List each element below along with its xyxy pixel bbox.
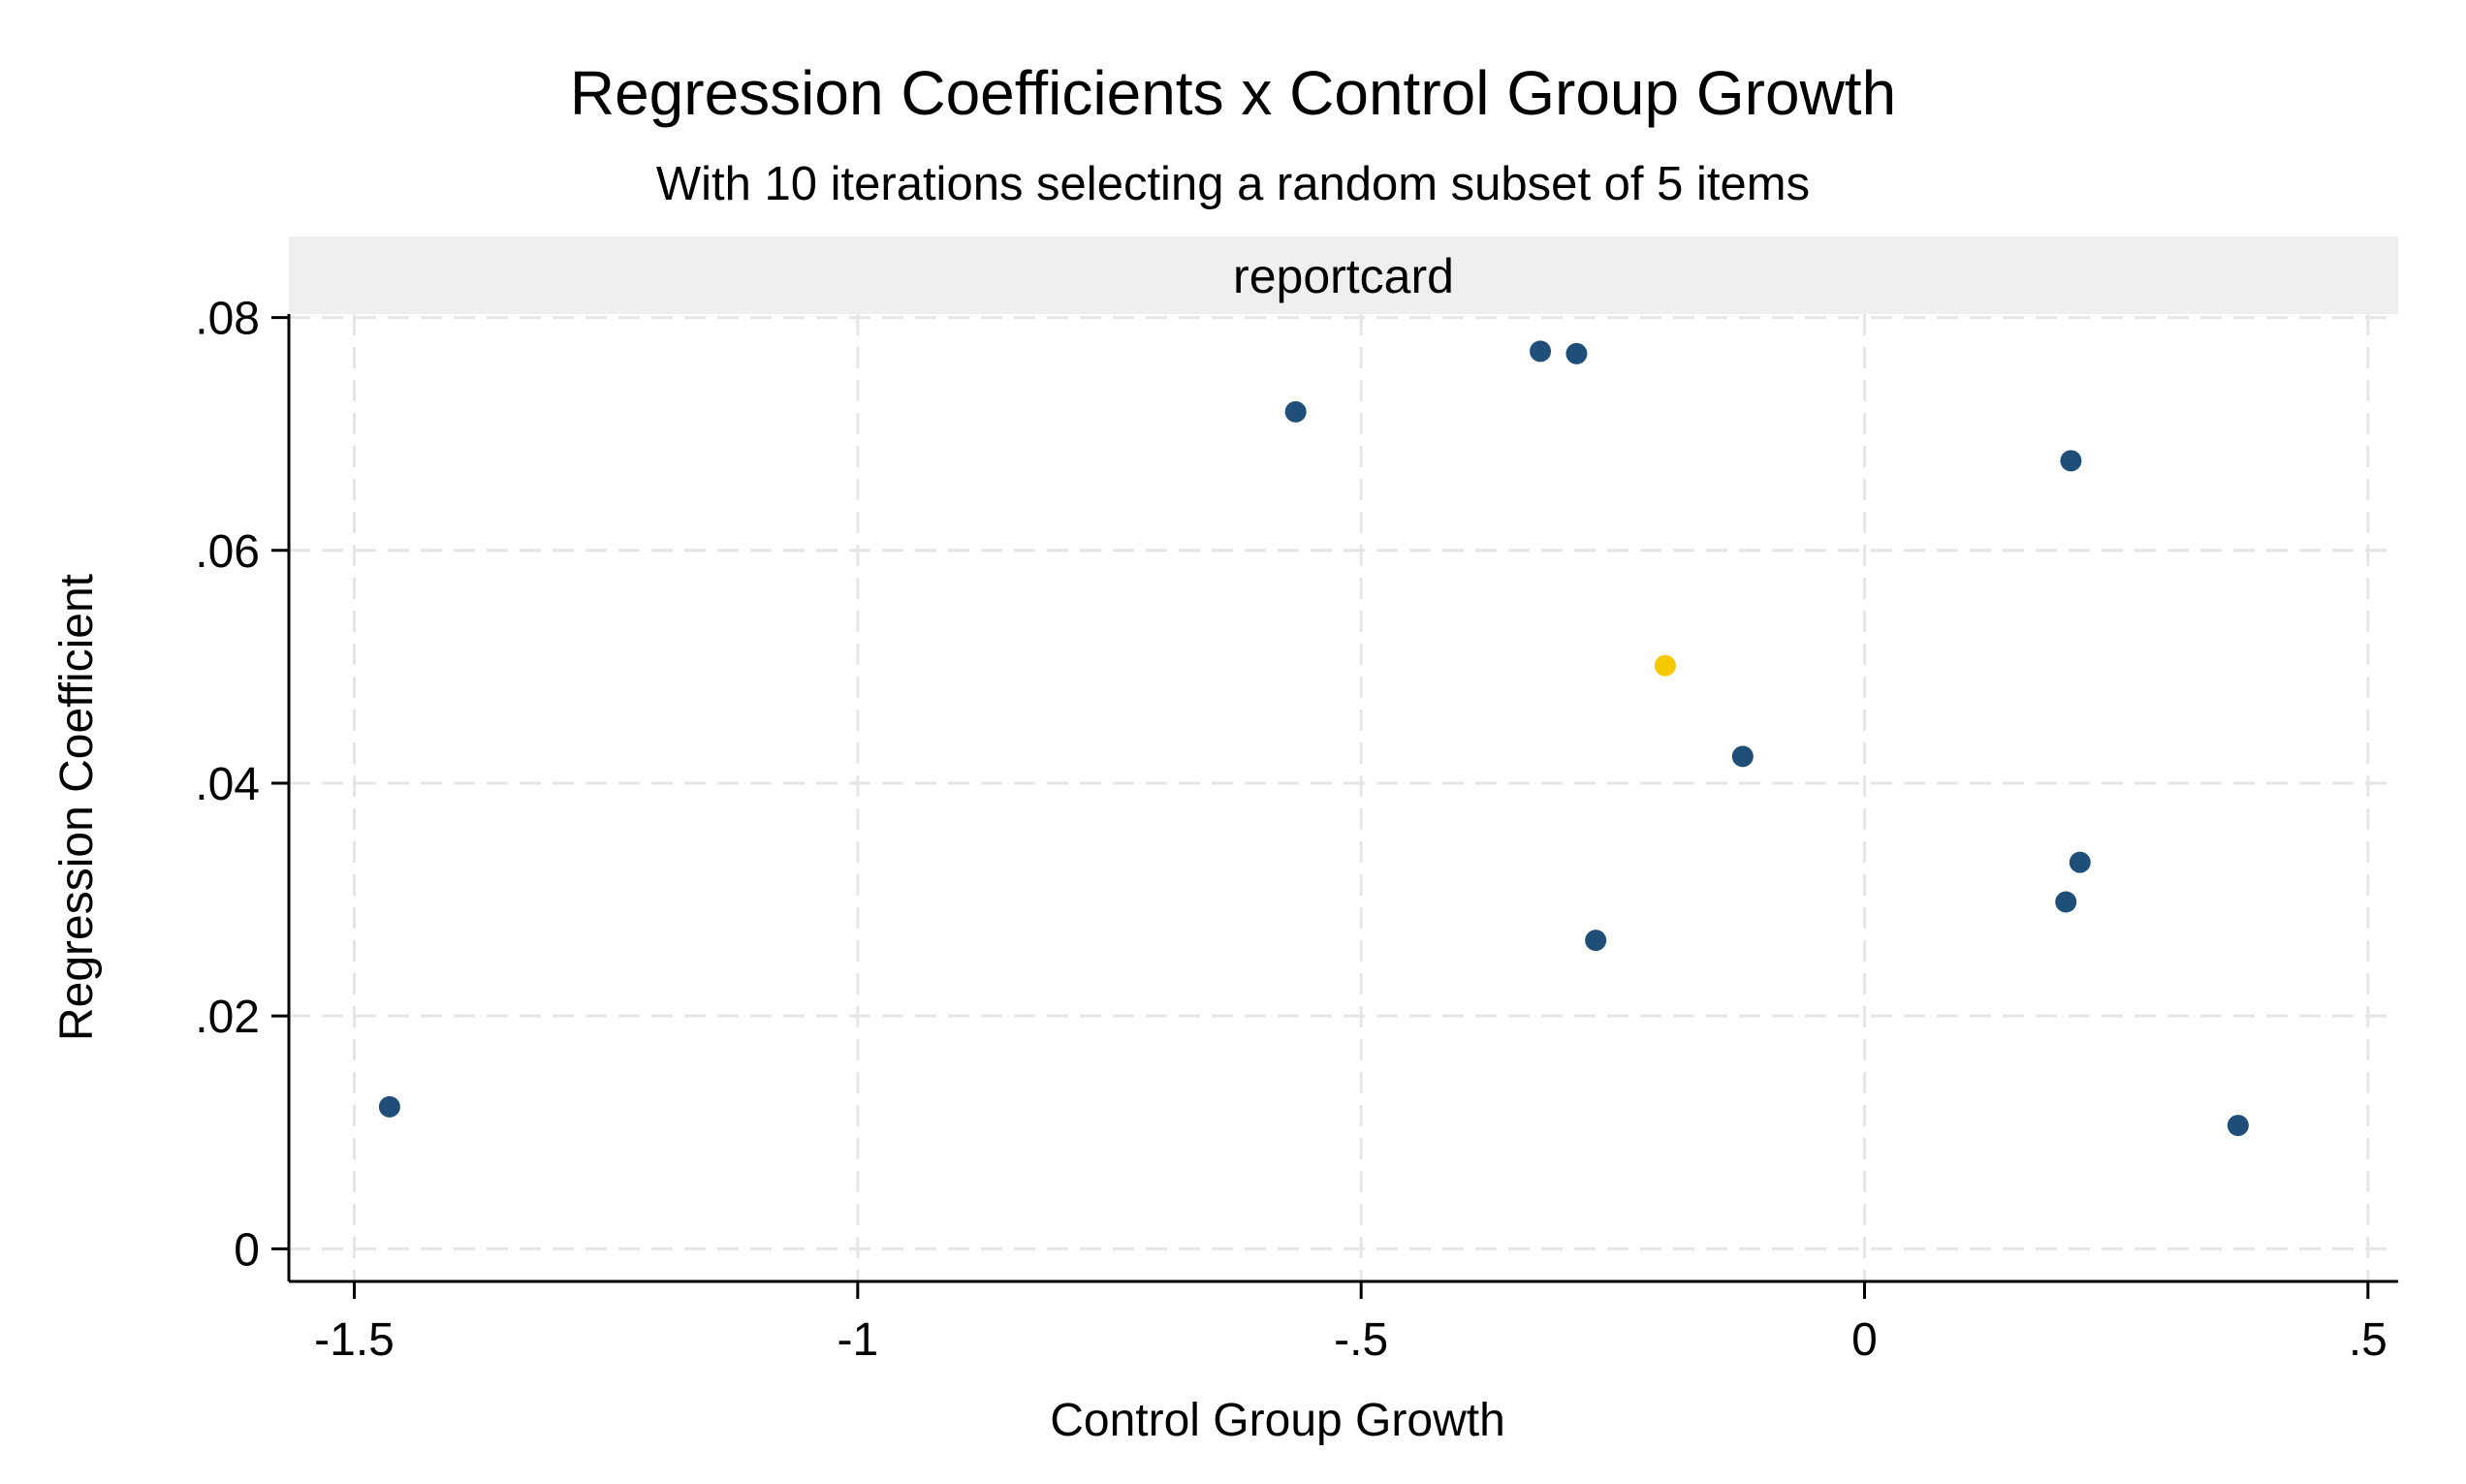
x-tick-label: -1.5 xyxy=(314,1314,395,1366)
x-tick-label: .5 xyxy=(2349,1314,2387,1366)
x-tick-label: -.5 xyxy=(1334,1314,1388,1366)
grid-lines xyxy=(289,314,2398,1281)
x-tick-label: -1 xyxy=(838,1314,879,1366)
data-point xyxy=(1731,745,1754,768)
y-tick-label: .04 xyxy=(195,759,260,810)
y-tick-label: .02 xyxy=(195,992,260,1043)
data-point xyxy=(2227,1115,2249,1137)
data-point xyxy=(2060,450,2082,472)
y-axis-label: Regression Coefficient xyxy=(51,574,103,1041)
data-point xyxy=(1585,930,1607,952)
chart-subtitle: With 10 iterations selecting a random su… xyxy=(656,158,1810,210)
chart-title: Regression Coefficients x Control Group … xyxy=(570,58,1896,128)
axes: -1.5 -1 -.5 0 .5 0 .02 .04 .06 .08 xyxy=(195,294,2398,1366)
panel-label: reportcard xyxy=(1233,249,1454,303)
x-axis-label: Control Group Growth xyxy=(1050,1395,1505,1446)
panel-header xyxy=(289,237,2398,314)
x-tick-label: 0 xyxy=(1851,1314,1878,1366)
data-point xyxy=(1284,400,1307,423)
y-tick-label: .06 xyxy=(195,526,260,578)
y-tick-label: .08 xyxy=(195,294,260,345)
data-point xyxy=(1654,654,1676,677)
data-point xyxy=(378,1095,400,1118)
y-tick-label: 0 xyxy=(234,1224,260,1276)
data-point xyxy=(1565,342,1588,364)
data-points xyxy=(378,340,2249,1137)
data-point xyxy=(2069,851,2091,873)
data-point xyxy=(2055,891,2077,913)
data-point xyxy=(1530,340,1552,363)
